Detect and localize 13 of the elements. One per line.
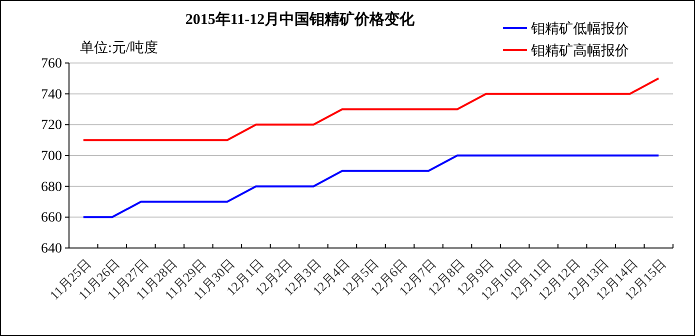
legend-label: 钼精矿低幅报价 <box>530 21 629 37</box>
y-tick-label: 740 <box>41 87 62 102</box>
y-tick-label: 720 <box>41 118 62 134</box>
line-series <box>82 154 660 218</box>
chart-title: 2015年11-12月中国钼精矿价格变化 <box>185 10 416 28</box>
y-tick-label: 760 <box>41 56 62 72</box>
line-series <box>82 77 660 142</box>
y-axis-title: 单位:元/吨度 <box>80 40 158 56</box>
y-tick-label: 700 <box>41 148 62 164</box>
y-tick-label: 640 <box>41 241 62 256</box>
y-tick-label: 680 <box>41 180 62 195</box>
y-tick-label: 660 <box>41 210 62 226</box>
legend-label: 钼精矿高幅报价 <box>530 43 629 59</box>
